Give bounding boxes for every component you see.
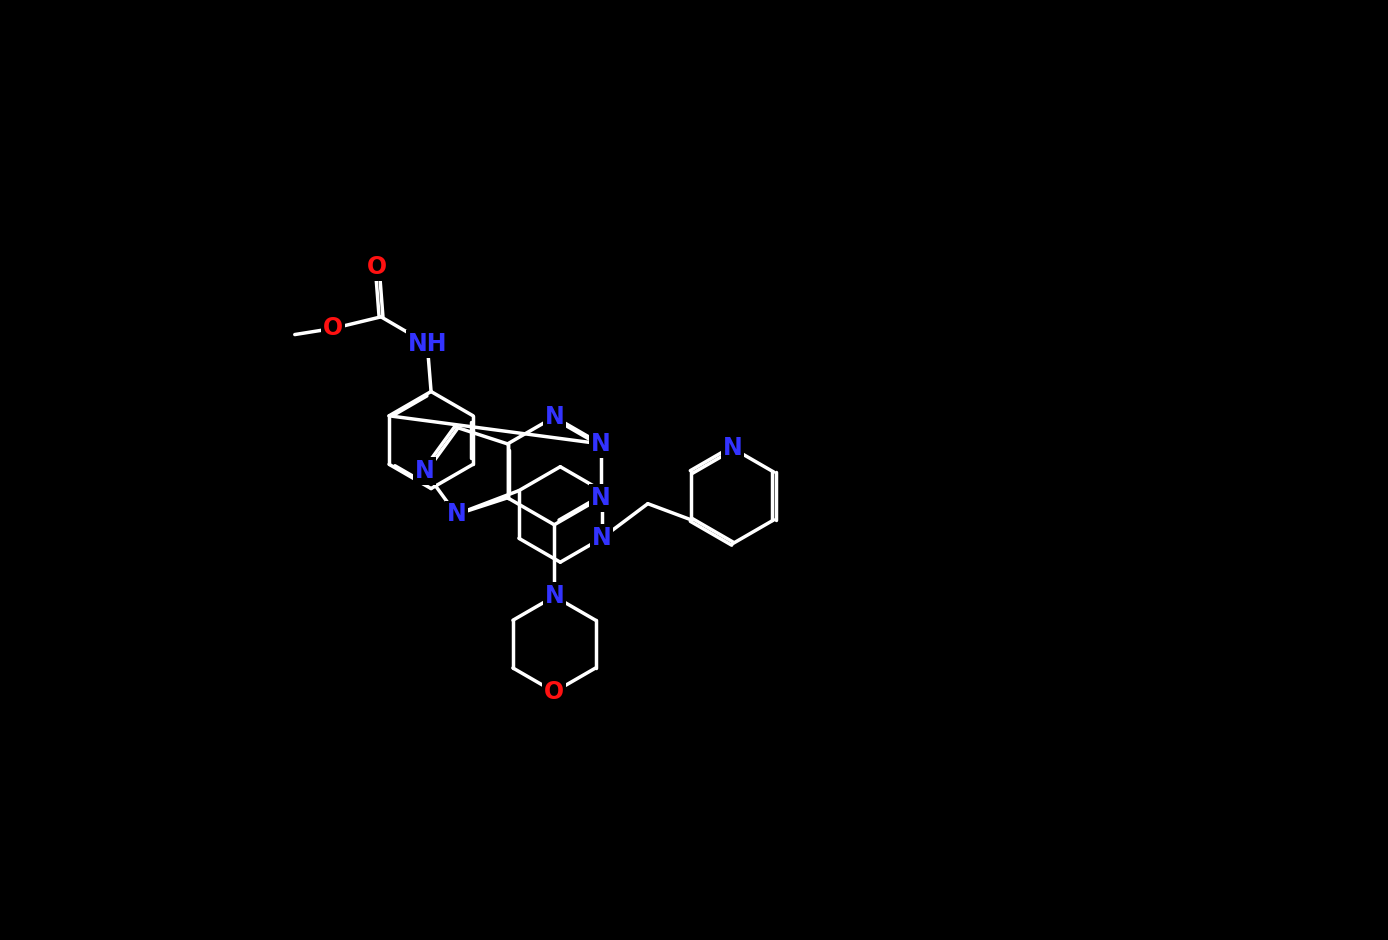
Text: NH: NH — [408, 332, 447, 356]
Text: N: N — [591, 486, 611, 509]
Text: O: O — [544, 680, 565, 704]
Text: N: N — [447, 503, 466, 526]
Text: N: N — [591, 431, 611, 456]
Text: N: N — [723, 436, 743, 461]
Text: N: N — [544, 585, 564, 608]
Text: N: N — [544, 405, 564, 429]
Text: N: N — [591, 526, 612, 550]
Text: O: O — [323, 317, 343, 340]
Text: N: N — [415, 459, 434, 483]
Text: O: O — [366, 255, 387, 279]
